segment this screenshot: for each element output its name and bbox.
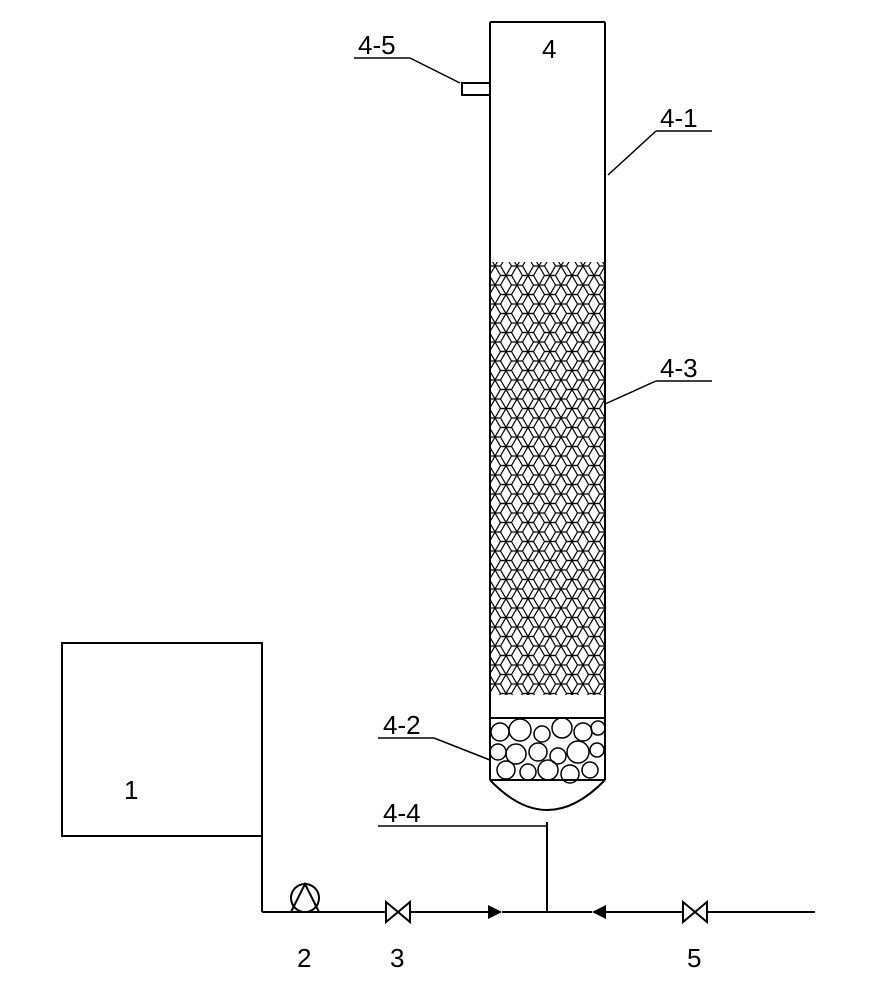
side-port <box>462 83 490 95</box>
arrow-left <box>488 905 502 919</box>
leader-4-5 <box>410 58 460 83</box>
label-4-2: 4-2 <box>383 710 421 741</box>
label-4-1: 4-1 <box>660 103 698 134</box>
label-1: 1 <box>124 775 138 806</box>
leader-4-1 <box>608 131 656 175</box>
packed-bed-2 <box>490 262 605 695</box>
label-4-5: 4-5 <box>358 30 396 61</box>
label-4-4: 4-4 <box>383 798 421 829</box>
label-4-3: 4-3 <box>660 353 698 384</box>
support-balls <box>490 718 605 783</box>
leader-4-2 <box>434 738 490 760</box>
label-2: 2 <box>297 943 311 974</box>
label-4: 4 <box>542 34 556 65</box>
leader-4-3 <box>605 381 656 404</box>
label-3: 3 <box>390 943 404 974</box>
diagram-svg <box>0 0 879 1000</box>
arrow-right <box>592 905 606 919</box>
column-bottom <box>490 780 605 810</box>
valve-5 <box>683 902 707 922</box>
valve-3 <box>386 902 410 922</box>
tank <box>62 643 262 836</box>
pump-symbol <box>291 884 319 912</box>
label-5: 5 <box>687 943 701 974</box>
